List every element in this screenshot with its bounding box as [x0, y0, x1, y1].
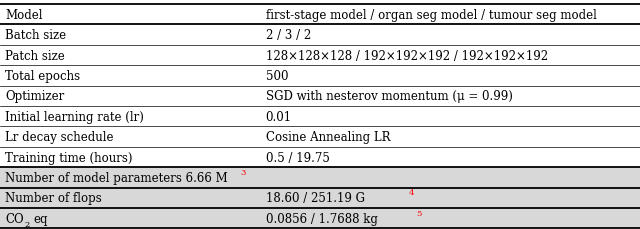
- Text: 0.5 / 19.75: 0.5 / 19.75: [266, 151, 330, 164]
- Bar: [0, 168, 640, 188]
- Text: 5: 5: [416, 209, 421, 217]
- Text: 2 / 3 / 2: 2 / 3 / 2: [266, 29, 311, 42]
- Text: Initial learning rate (lr): Initial learning rate (lr): [5, 110, 144, 123]
- Text: 18.60 / 251.19 G: 18.60 / 251.19 G: [266, 191, 365, 204]
- Text: Total epochs: Total epochs: [5, 70, 80, 83]
- Text: 3: 3: [241, 168, 246, 176]
- Bar: [0, 208, 640, 229]
- Text: 128×128×128 / 192×192×192 / 192×192×192: 128×128×128 / 192×192×192 / 192×192×192: [266, 49, 548, 62]
- Text: 0.0856 / 1.7688 kg: 0.0856 / 1.7688 kg: [266, 212, 378, 225]
- Text: Training time (hours): Training time (hours): [5, 151, 132, 164]
- Text: Optimizer: Optimizer: [5, 90, 65, 103]
- Text: Number of flops: Number of flops: [5, 191, 102, 204]
- Text: 4: 4: [408, 188, 414, 196]
- Text: CO: CO: [5, 212, 24, 225]
- Text: Patch size: Patch size: [5, 49, 65, 62]
- Bar: [0, 188, 640, 208]
- Text: SGD with nesterov momentum (μ = 0.99): SGD with nesterov momentum (μ = 0.99): [266, 90, 513, 103]
- Text: Model: Model: [5, 9, 43, 22]
- Text: eq: eq: [33, 212, 48, 225]
- Text: Number of model parameters 6.66 M: Number of model parameters 6.66 M: [5, 171, 228, 184]
- Text: Lr decay schedule: Lr decay schedule: [5, 131, 114, 144]
- Text: 500: 500: [266, 70, 288, 83]
- Text: Cosine Annealing LR: Cosine Annealing LR: [266, 131, 390, 144]
- Text: 0.01: 0.01: [266, 110, 292, 123]
- Text: Batch size: Batch size: [5, 29, 67, 42]
- Text: first-stage model / organ seg model / tumour seg model: first-stage model / organ seg model / tu…: [266, 9, 596, 22]
- Text: 2: 2: [24, 220, 29, 228]
